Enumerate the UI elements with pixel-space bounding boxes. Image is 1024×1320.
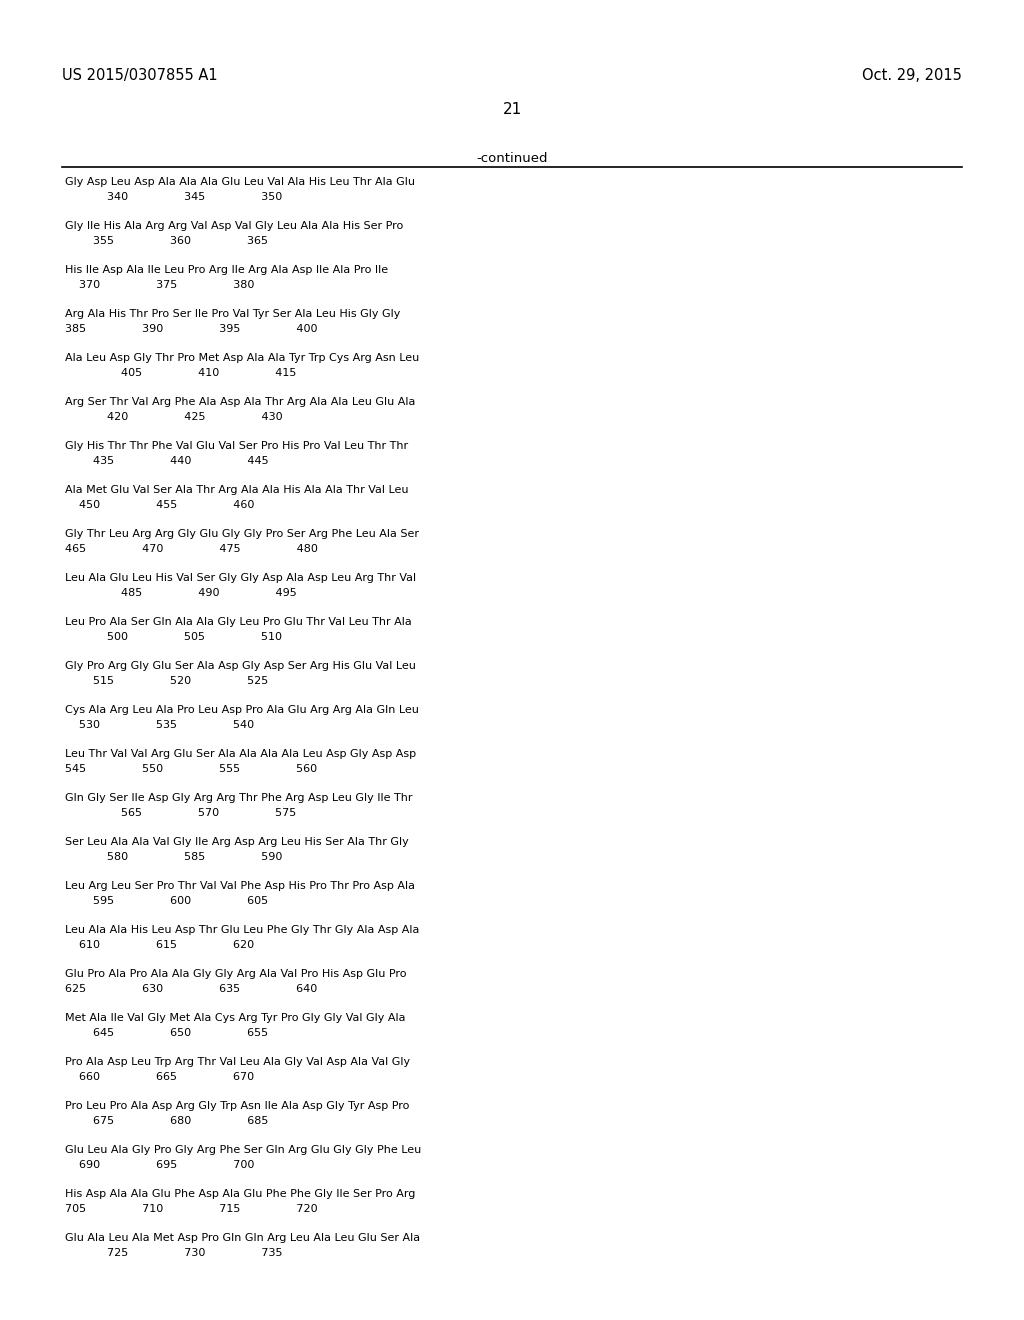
Text: 21: 21 xyxy=(503,102,521,117)
Text: Leu Ala Glu Leu His Val Ser Gly Gly Asp Ala Asp Leu Arg Thr Val: Leu Ala Glu Leu His Val Ser Gly Gly Asp … xyxy=(65,573,416,583)
Text: Pro Ala Asp Leu Trp Arg Thr Val Leu Ala Gly Val Asp Ala Val Gly: Pro Ala Asp Leu Trp Arg Thr Val Leu Ala … xyxy=(65,1057,411,1067)
Text: Met Ala Ile Val Gly Met Ala Cys Arg Tyr Pro Gly Gly Val Gly Ala: Met Ala Ile Val Gly Met Ala Cys Arg Tyr … xyxy=(65,1012,406,1023)
Text: Gln Gly Ser Ile Asp Gly Arg Arg Thr Phe Arg Asp Leu Gly Ile Thr: Gln Gly Ser Ile Asp Gly Arg Arg Thr Phe … xyxy=(65,793,413,803)
Text: Leu Ala Ala His Leu Asp Thr Glu Leu Phe Gly Thr Gly Ala Asp Ala: Leu Ala Ala His Leu Asp Thr Glu Leu Phe … xyxy=(65,925,420,935)
Text: Glu Pro Ala Pro Ala Ala Gly Gly Arg Ala Val Pro His Asp Glu Pro: Glu Pro Ala Pro Ala Ala Gly Gly Arg Ala … xyxy=(65,969,407,979)
Text: 355                360                365: 355 360 365 xyxy=(65,236,268,246)
Text: 405                410                415: 405 410 415 xyxy=(65,368,296,378)
Text: Gly Asp Leu Asp Ala Ala Ala Glu Leu Val Ala His Leu Thr Ala Glu: Gly Asp Leu Asp Ala Ala Ala Glu Leu Val … xyxy=(65,177,415,187)
Text: 625                630                635                640: 625 630 635 640 xyxy=(65,983,317,994)
Text: Cys Ala Arg Leu Ala Pro Leu Asp Pro Ala Glu Arg Arg Ala Gln Leu: Cys Ala Arg Leu Ala Pro Leu Asp Pro Ala … xyxy=(65,705,419,715)
Text: Leu Arg Leu Ser Pro Thr Val Val Phe Asp His Pro Thr Pro Asp Ala: Leu Arg Leu Ser Pro Thr Val Val Phe Asp … xyxy=(65,880,415,891)
Text: Ala Met Glu Val Ser Ala Thr Arg Ala Ala His Ala Ala Thr Val Leu: Ala Met Glu Val Ser Ala Thr Arg Ala Ala … xyxy=(65,484,409,495)
Text: 515                520                525: 515 520 525 xyxy=(65,676,268,686)
Text: 485                490                495: 485 490 495 xyxy=(65,587,297,598)
Text: Leu Thr Val Val Arg Glu Ser Ala Ala Ala Ala Leu Asp Gly Asp Asp: Leu Thr Val Val Arg Glu Ser Ala Ala Ala … xyxy=(65,748,416,759)
Text: Gly Thr Leu Arg Arg Gly Glu Gly Gly Pro Ser Arg Phe Leu Ala Ser: Gly Thr Leu Arg Arg Gly Glu Gly Gly Pro … xyxy=(65,529,419,539)
Text: Gly His Thr Thr Phe Val Glu Val Ser Pro His Pro Val Leu Thr Thr: Gly His Thr Thr Phe Val Glu Val Ser Pro … xyxy=(65,441,409,451)
Text: Pro Leu Pro Ala Asp Arg Gly Trp Asn Ile Ala Asp Gly Tyr Asp Pro: Pro Leu Pro Ala Asp Arg Gly Trp Asn Ile … xyxy=(65,1101,410,1111)
Text: 705                710                715                720: 705 710 715 720 xyxy=(65,1204,317,1214)
Text: 370                375                380: 370 375 380 xyxy=(65,280,254,290)
Text: 690                695                700: 690 695 700 xyxy=(65,1160,254,1170)
Text: 450                455                460: 450 455 460 xyxy=(65,500,254,510)
Text: 385                390                395                400: 385 390 395 400 xyxy=(65,323,317,334)
Text: Glu Ala Leu Ala Met Asp Pro Gln Gln Arg Leu Ala Leu Glu Ser Ala: Glu Ala Leu Ala Met Asp Pro Gln Gln Arg … xyxy=(65,1233,420,1243)
Text: 500                505                510: 500 505 510 xyxy=(65,632,282,642)
Text: Gly Ile His Ala Arg Arg Val Asp Val Gly Leu Ala Ala His Ser Pro: Gly Ile His Ala Arg Arg Val Asp Val Gly … xyxy=(65,220,403,231)
Text: 675                680                685: 675 680 685 xyxy=(65,1115,268,1126)
Text: Ser Leu Ala Ala Val Gly Ile Arg Asp Arg Leu His Ser Ala Thr Gly: Ser Leu Ala Ala Val Gly Ile Arg Asp Arg … xyxy=(65,837,409,847)
Text: 660                665                670: 660 665 670 xyxy=(65,1072,254,1082)
Text: 465                470                475                480: 465 470 475 480 xyxy=(65,544,317,554)
Text: Leu Pro Ala Ser Gln Ala Ala Gly Leu Pro Glu Thr Val Leu Thr Ala: Leu Pro Ala Ser Gln Ala Ala Gly Leu Pro … xyxy=(65,616,412,627)
Text: 595                600                605: 595 600 605 xyxy=(65,896,268,906)
Text: 725                730                735: 725 730 735 xyxy=(65,1247,283,1258)
Text: Glu Leu Ala Gly Pro Gly Arg Phe Ser Gln Arg Glu Gly Gly Phe Leu: Glu Leu Ala Gly Pro Gly Arg Phe Ser Gln … xyxy=(65,1144,421,1155)
Text: Arg Ala His Thr Pro Ser Ile Pro Val Tyr Ser Ala Leu His Gly Gly: Arg Ala His Thr Pro Ser Ile Pro Val Tyr … xyxy=(65,309,400,319)
Text: 565                570                575: 565 570 575 xyxy=(65,808,296,818)
Text: US 2015/0307855 A1: US 2015/0307855 A1 xyxy=(62,69,218,83)
Text: 340                345                350: 340 345 350 xyxy=(65,191,283,202)
Text: 610                615                620: 610 615 620 xyxy=(65,940,254,950)
Text: 545                550                555                560: 545 550 555 560 xyxy=(65,764,317,774)
Text: His Asp Ala Ala Glu Phe Asp Ala Glu Phe Phe Gly Ile Ser Pro Arg: His Asp Ala Ala Glu Phe Asp Ala Glu Phe … xyxy=(65,1189,416,1199)
Text: His Ile Asp Ala Ile Leu Pro Arg Ile Arg Ala Asp Ile Ala Pro Ile: His Ile Asp Ala Ile Leu Pro Arg Ile Arg … xyxy=(65,265,388,275)
Text: 530                535                540: 530 535 540 xyxy=(65,719,254,730)
Text: 580                585                590: 580 585 590 xyxy=(65,851,283,862)
Text: Ala Leu Asp Gly Thr Pro Met Asp Ala Ala Tyr Trp Cys Arg Asn Leu: Ala Leu Asp Gly Thr Pro Met Asp Ala Ala … xyxy=(65,352,419,363)
Text: Arg Ser Thr Val Arg Phe Ala Asp Ala Thr Arg Ala Ala Leu Glu Ala: Arg Ser Thr Val Arg Phe Ala Asp Ala Thr … xyxy=(65,397,416,407)
Text: -continued: -continued xyxy=(476,152,548,165)
Text: 435                440                445: 435 440 445 xyxy=(65,455,268,466)
Text: Gly Pro Arg Gly Glu Ser Ala Asp Gly Asp Ser Arg His Glu Val Leu: Gly Pro Arg Gly Glu Ser Ala Asp Gly Asp … xyxy=(65,661,416,671)
Text: 645                650                655: 645 650 655 xyxy=(65,1028,268,1038)
Text: 420                425                430: 420 425 430 xyxy=(65,412,283,422)
Text: Oct. 29, 2015: Oct. 29, 2015 xyxy=(862,69,962,83)
